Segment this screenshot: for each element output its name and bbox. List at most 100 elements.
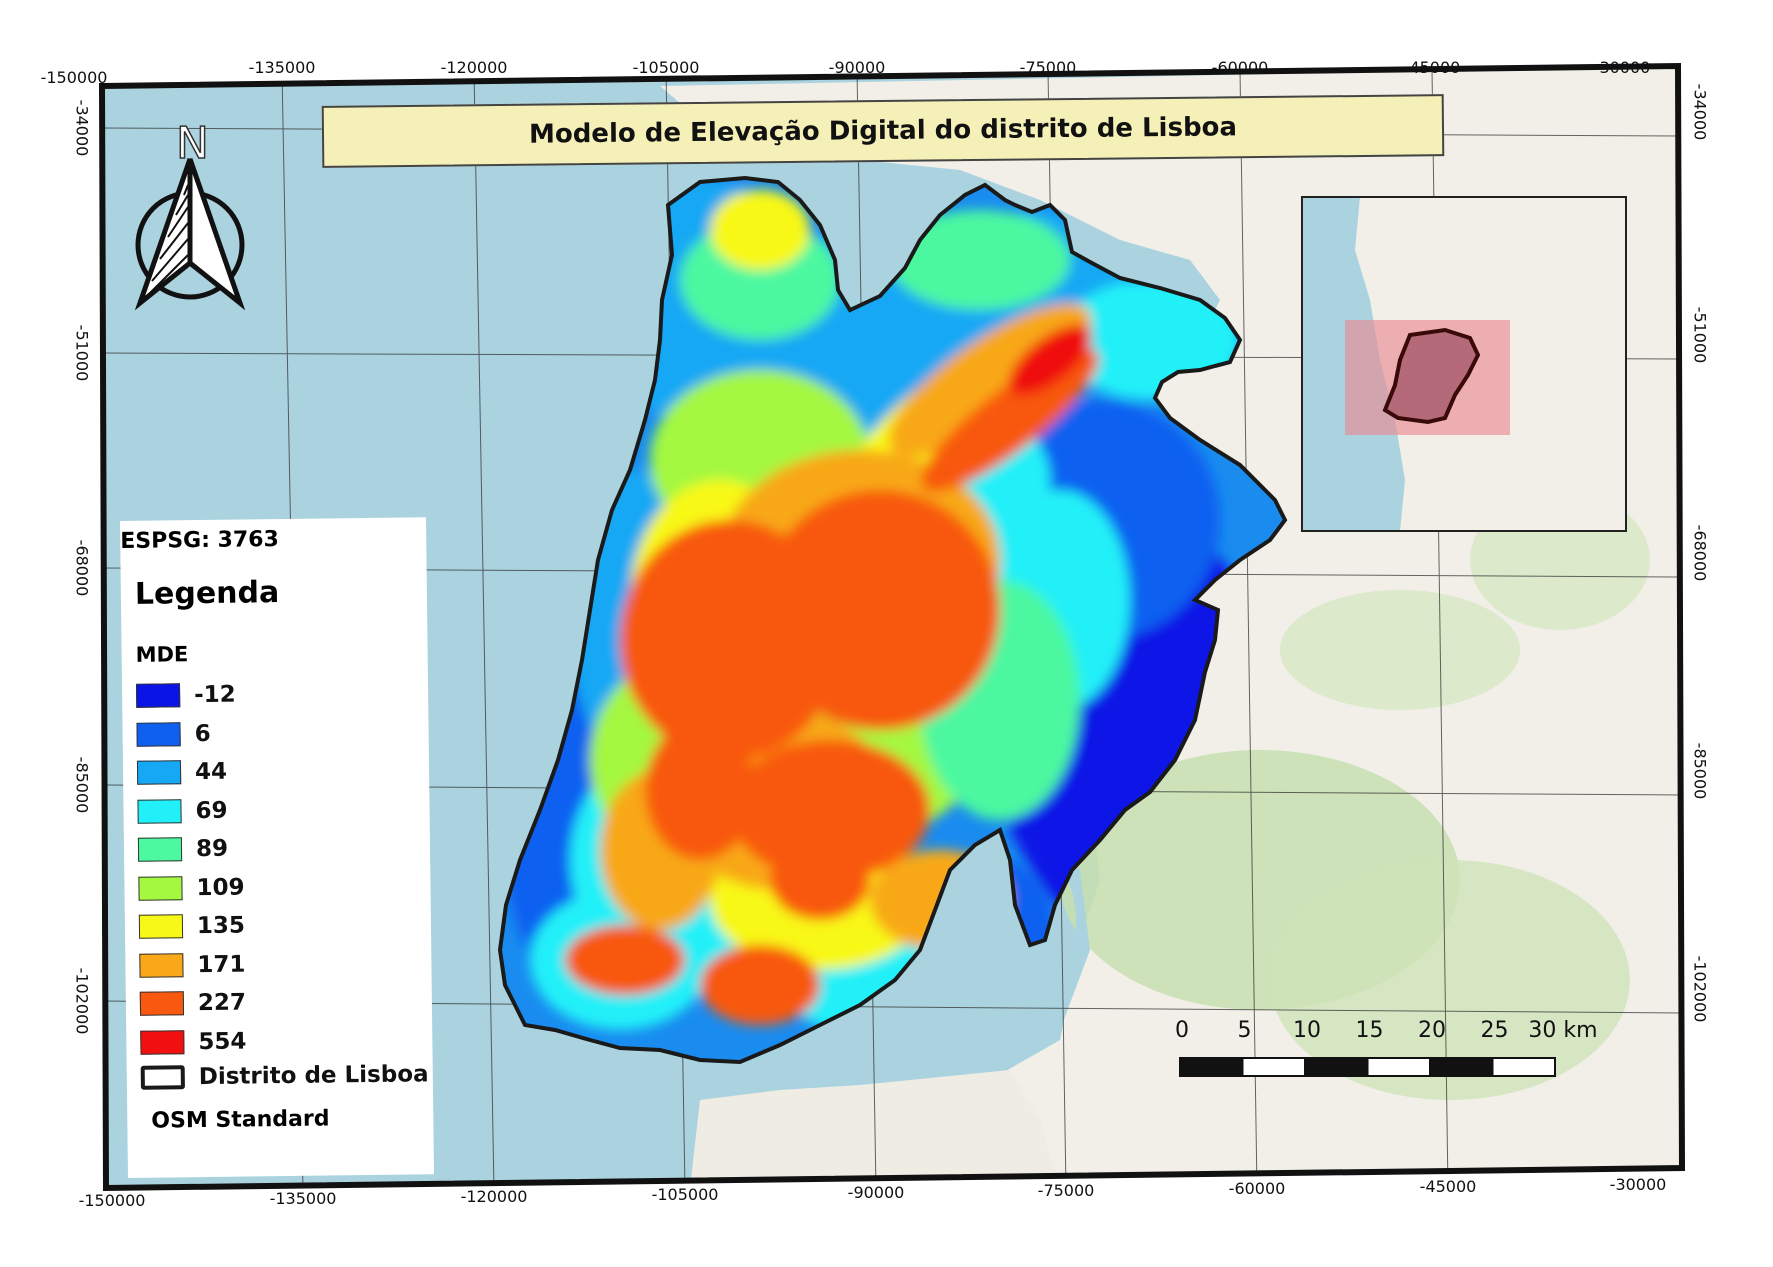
legend-label: 89 [195,835,229,863]
scale-label: 5 [1237,1018,1252,1043]
scale-segment [1179,1057,1244,1077]
inset-map [1301,196,1627,532]
top-tick-label: -150000 [40,68,108,87]
scale-segment [1304,1057,1369,1077]
top-tick-label: -105000 [632,58,700,77]
elevation-zone [1008,324,1092,396]
legend-swatch [136,721,181,747]
elevation-zone [730,740,930,880]
legend-label: 554 [198,1027,247,1055]
elevation-zone [921,348,1099,492]
top-tick-label: -135000 [248,58,316,77]
top-tick-label: -120000 [440,58,508,77]
left-tick-label: -51000 [72,324,92,382]
legend-row: 89 [137,834,229,865]
top-tick-label: -75000 [1019,58,1077,77]
top-tick-label: -60000 [1211,58,1269,77]
scale-segment [1366,1057,1431,1077]
elevation-zone [700,945,820,1025]
top-tick-label: -45000 [1403,58,1461,77]
elevation-zone [565,925,685,995]
legend-row: 554 [140,1026,247,1057]
bottom-tick-label: -45000 [1419,1177,1477,1196]
scale-segment [1429,1057,1494,1077]
legend-district-row: Distrito de Lisboa [140,1059,429,1093]
right-tick-label: -85000 [1690,742,1710,800]
green-patch [1270,860,1630,1100]
legend-swatch [135,683,181,708]
elevation-zone [890,210,1070,310]
legend-panel: ESPSG: 3763 Legenda MDE -12 6 44 69 89 109 135… [120,517,435,1178]
map-frame-border [98,62,1686,1192]
left-tick-label: -34000 [72,99,92,157]
scale-label: 20 [1418,1018,1446,1043]
top-tick-label: -90000 [828,58,886,77]
bottom-tick-label: -75000 [1037,1181,1095,1200]
legend-swatch [140,1029,185,1055]
legend-subtitle: MDE [135,642,189,667]
legend-swatch [137,798,182,824]
legend-swatch [139,952,184,978]
tagus-estuary [700,800,1090,1120]
legend-row: 227 [139,987,247,1018]
legend-swatch [137,837,183,862]
legend-label: 135 [196,912,246,940]
left-tick-label: -102000 [72,967,92,1035]
legend-district-label: Distrito de Lisboa [198,1061,429,1091]
legend-swatch [138,875,183,901]
bottom-tick-label: -105000 [651,1185,719,1204]
bottom-tick-label: -135000 [269,1189,337,1208]
district-boundary [497,175,1288,1065]
legend-row: 44 [136,757,228,788]
scale-segment [1491,1057,1556,1077]
right-tick-label: -102000 [1690,955,1710,1023]
scale-label: 0 [1175,1018,1189,1043]
right-tick-label: -51000 [1690,306,1710,364]
crs-label: ESPSG: 3763 [120,527,279,554]
scale-label: 30 km [1528,1018,1598,1043]
legend-row: 135 [138,911,246,942]
legend-title: Legenda [134,575,280,612]
bottom-tick-label: -150000 [78,1191,146,1210]
top-tick-label: -30000 [1593,58,1651,77]
bottom-tick-label: -90000 [847,1183,905,1202]
map-title: Modelo de Elevação Digital do distrito d… [528,112,1238,150]
scale-segment [1241,1057,1306,1077]
legend-row: 6 [136,718,211,749]
bottom-tick-label: -60000 [1228,1179,1286,1198]
legend-label: 109 [196,874,245,901]
left-tick-label: -68000 [72,539,92,597]
scale-label: 15 [1355,1018,1384,1043]
right-tick-label: -34000 [1690,83,1710,141]
legend-label: 44 [194,758,228,786]
elevation-zone [760,490,1000,730]
elevation-zone [710,190,810,270]
elevation-zone [770,840,870,920]
legend-label: -12 [193,681,236,709]
bottom-tick-label: -30000 [1609,1175,1667,1194]
scale-bar [1179,1057,1556,1077]
inset-district [1382,327,1481,425]
legend-swatch [138,914,184,939]
legend-row: 69 [137,795,228,826]
legend-swatch [136,760,182,785]
legend-label: 6 [194,720,211,747]
basemap-label: OSM Standard [151,1106,330,1134]
legend-label: 69 [195,797,228,824]
map-title-box: Modelo de Elevação Digital do distrito d… [321,94,1445,168]
scale-label: 25 [1480,1018,1509,1043]
legend-label: 227 [197,989,247,1017]
scale-label: 10 [1293,1018,1321,1043]
right-tick-label: -68000 [1690,524,1710,582]
legend-row: 171 [139,949,246,980]
left-tick-label: -85000 [72,756,92,814]
district-swatch [140,1065,185,1090]
legend-row: 109 [138,872,245,903]
north-arrow-icon [134,158,246,311]
grid-line [473,69,495,1188]
legend-swatch [139,991,185,1016]
north-label: N [175,117,209,170]
bottom-tick-label: -120000 [460,1187,528,1206]
